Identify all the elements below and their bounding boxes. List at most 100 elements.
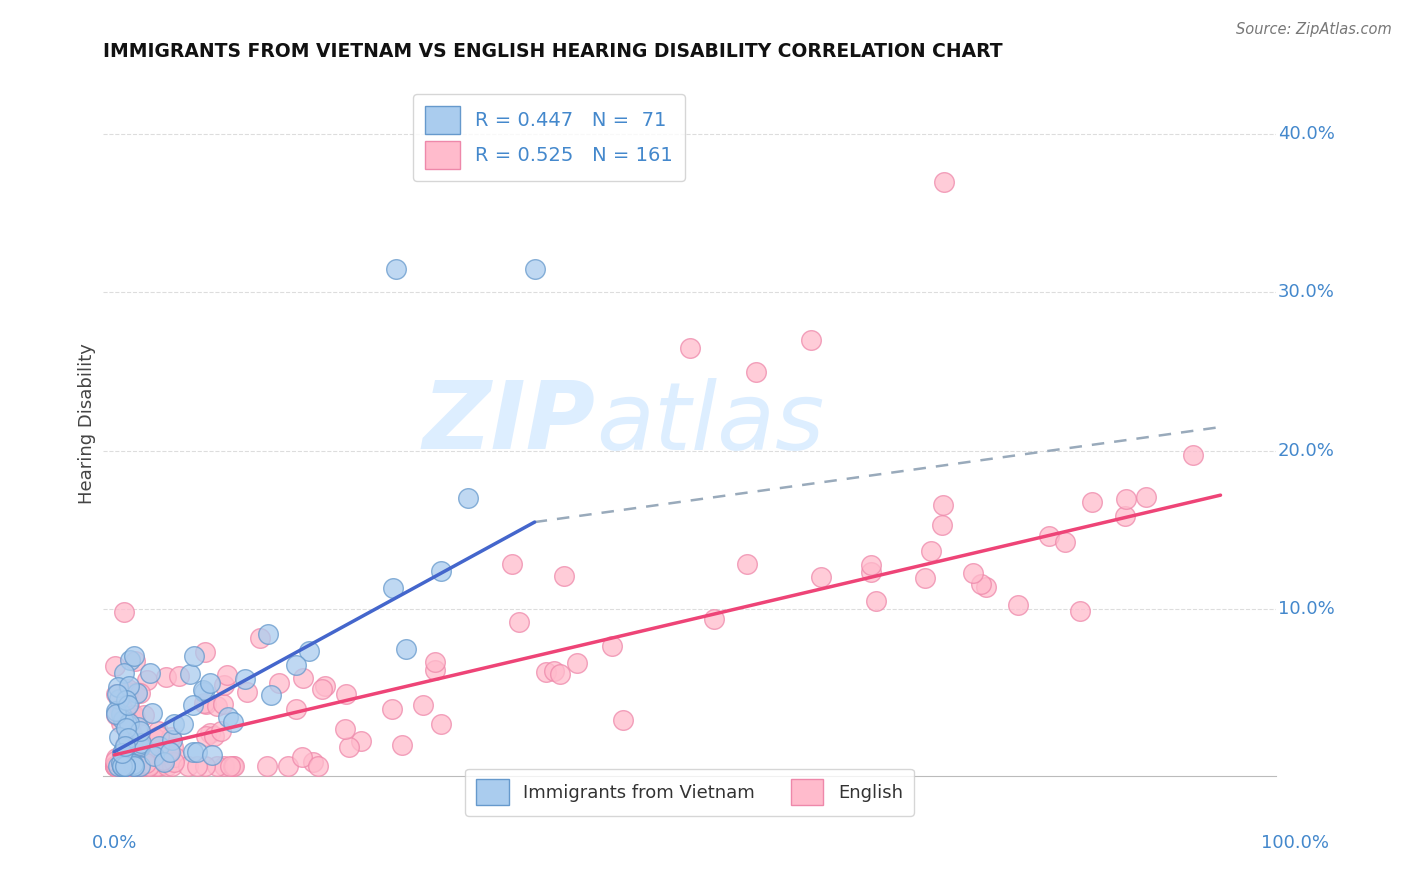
Point [215, 667, 238, 681]
Point [236, 684, 259, 698]
Point [131, 758, 153, 772]
Point [105, 751, 128, 765]
Point [114, 756, 136, 770]
Point [249, 631, 271, 645]
Point [430, 565, 453, 579]
Point [122, 756, 145, 771]
Point [735, 557, 758, 571]
Point [1135, 491, 1157, 505]
Point [162, 740, 184, 755]
Point [156, 759, 179, 773]
Point [108, 730, 131, 744]
Point [1038, 529, 1060, 543]
Text: IMMIGRANTS FROM VIETNAM VS ENGLISH HEARING DISABILITY CORRELATION CHART: IMMIGRANTS FROM VIETNAM VS ENGLISH HEARI… [103, 42, 1002, 61]
Point [257, 627, 280, 641]
Point [112, 666, 135, 681]
Y-axis label: Hearing Disability: Hearing Disability [79, 343, 96, 503]
Point [105, 759, 128, 773]
Point [124, 759, 146, 773]
Point [112, 759, 135, 773]
Point [235, 672, 257, 686]
Point [111, 759, 134, 773]
Text: 100.0%: 100.0% [1261, 834, 1329, 852]
Point [333, 722, 356, 736]
Point [745, 365, 768, 379]
Text: atlas: atlas [596, 377, 824, 468]
Point [107, 759, 129, 773]
Point [117, 759, 139, 773]
Point [165, 750, 187, 764]
Point [141, 706, 163, 720]
Point [132, 753, 155, 767]
Point [104, 759, 127, 773]
Point [121, 759, 143, 773]
Point [114, 759, 136, 773]
Point [117, 708, 139, 723]
Point [186, 759, 208, 773]
Point [110, 716, 132, 731]
Text: Source: ZipAtlas.com: Source: ZipAtlas.com [1236, 22, 1392, 37]
Point [129, 738, 152, 752]
Point [129, 759, 152, 773]
Point [976, 580, 998, 594]
Point [153, 755, 176, 769]
Point [117, 750, 139, 764]
Point [423, 655, 446, 669]
Point [115, 713, 138, 727]
Point [152, 754, 174, 768]
Point [131, 759, 153, 773]
Point [350, 734, 373, 748]
Point [120, 652, 142, 666]
Point [1114, 508, 1136, 523]
Point [124, 711, 146, 725]
Point [111, 746, 134, 760]
Point [120, 711, 142, 725]
Point [146, 759, 169, 773]
Point [139, 666, 162, 681]
Point [565, 656, 588, 670]
Point [219, 759, 242, 773]
Point [311, 681, 333, 696]
Point [277, 759, 299, 773]
Point [391, 738, 413, 752]
Point [381, 581, 404, 595]
Point [212, 678, 235, 692]
Point [111, 713, 134, 727]
Point [159, 746, 181, 760]
Point [145, 731, 167, 746]
Point [112, 759, 135, 773]
Point [932, 498, 955, 512]
Point [217, 710, 239, 724]
Point [703, 612, 725, 626]
Point [859, 558, 882, 573]
Point [105, 759, 128, 773]
Point [222, 759, 245, 773]
Point [543, 664, 565, 678]
Point [138, 757, 160, 772]
Point [104, 754, 127, 768]
Point [105, 687, 128, 701]
Point [181, 745, 204, 759]
Point [193, 697, 215, 711]
Point [135, 756, 157, 770]
Point [104, 704, 127, 718]
Point [132, 708, 155, 723]
Point [385, 261, 408, 276]
Point [145, 747, 167, 761]
Point [112, 759, 135, 773]
Point [222, 715, 245, 730]
Point [160, 733, 183, 747]
Point [1115, 492, 1137, 507]
Point [380, 702, 402, 716]
Point [114, 759, 136, 773]
Point [307, 759, 329, 773]
Point [108, 691, 131, 706]
Point [127, 759, 149, 773]
Point [146, 724, 169, 739]
Point [138, 747, 160, 761]
Point [193, 684, 215, 698]
Point [104, 658, 127, 673]
Point [104, 759, 127, 773]
Point [395, 642, 418, 657]
Point [181, 698, 204, 712]
